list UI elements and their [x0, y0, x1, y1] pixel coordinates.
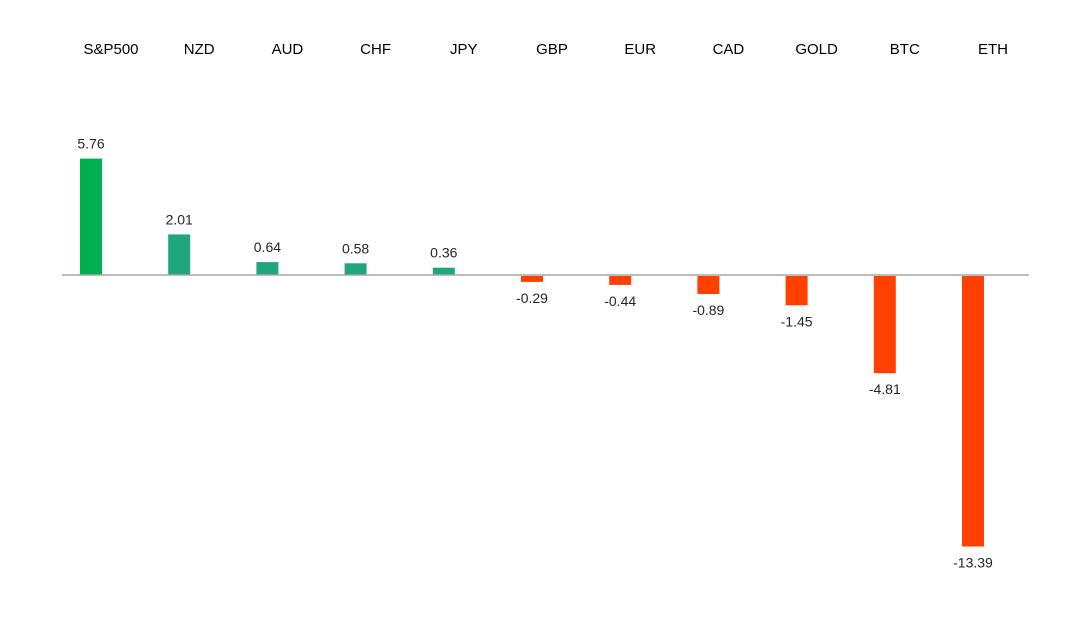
value-label: 5.76: [77, 136, 104, 152]
bar-aud: [256, 262, 279, 275]
value-label: 0.64: [254, 239, 281, 255]
bar-btc: [873, 276, 896, 374]
bar-cad: [697, 276, 720, 294]
value-label: -4.81: [869, 381, 901, 397]
bar-nzd: [168, 234, 191, 275]
category-label: ETH: [978, 41, 1008, 58]
bar-gold: [785, 276, 808, 306]
category-label: S&P500: [83, 41, 138, 58]
category-label: BTC: [890, 41, 920, 58]
bar-eth: [962, 276, 984, 547]
category-label: GBP: [536, 41, 568, 58]
category-label: NZD: [184, 41, 215, 58]
category-label: AUD: [272, 41, 304, 58]
category-label: CHF: [360, 41, 391, 58]
value-label: -0.89: [692, 302, 724, 318]
bar-jpy: [432, 267, 455, 275]
bar-sp500: [80, 158, 102, 275]
category-labels: S&P500 NZD AUD CHF JPY GBP EUR CAD GOLD BTC ETH: [83, 41, 1008, 58]
category-label: EUR: [624, 41, 656, 58]
value-label: 0.58: [342, 240, 369, 256]
bar-chf: [344, 263, 367, 275]
value-labels: 5.76 2.01 0.64 0.58 0.36 -0.29 -0.44 -0.89 -1.45…: [77, 136, 993, 571]
bar-eur: [609, 276, 632, 285]
value-label: -0.29: [516, 290, 548, 306]
bar-gbp: [521, 276, 543, 282]
value-label: 2.01: [166, 211, 193, 227]
value-label: -0.44: [604, 293, 636, 309]
value-label: 0.36: [430, 245, 457, 261]
category-label: GOLD: [795, 41, 838, 58]
value-label: -1.45: [781, 313, 813, 329]
category-label: JPY: [450, 41, 478, 58]
category-label: CAD: [713, 41, 745, 58]
bars: [80, 158, 984, 547]
value-label: -13.39: [953, 555, 993, 571]
